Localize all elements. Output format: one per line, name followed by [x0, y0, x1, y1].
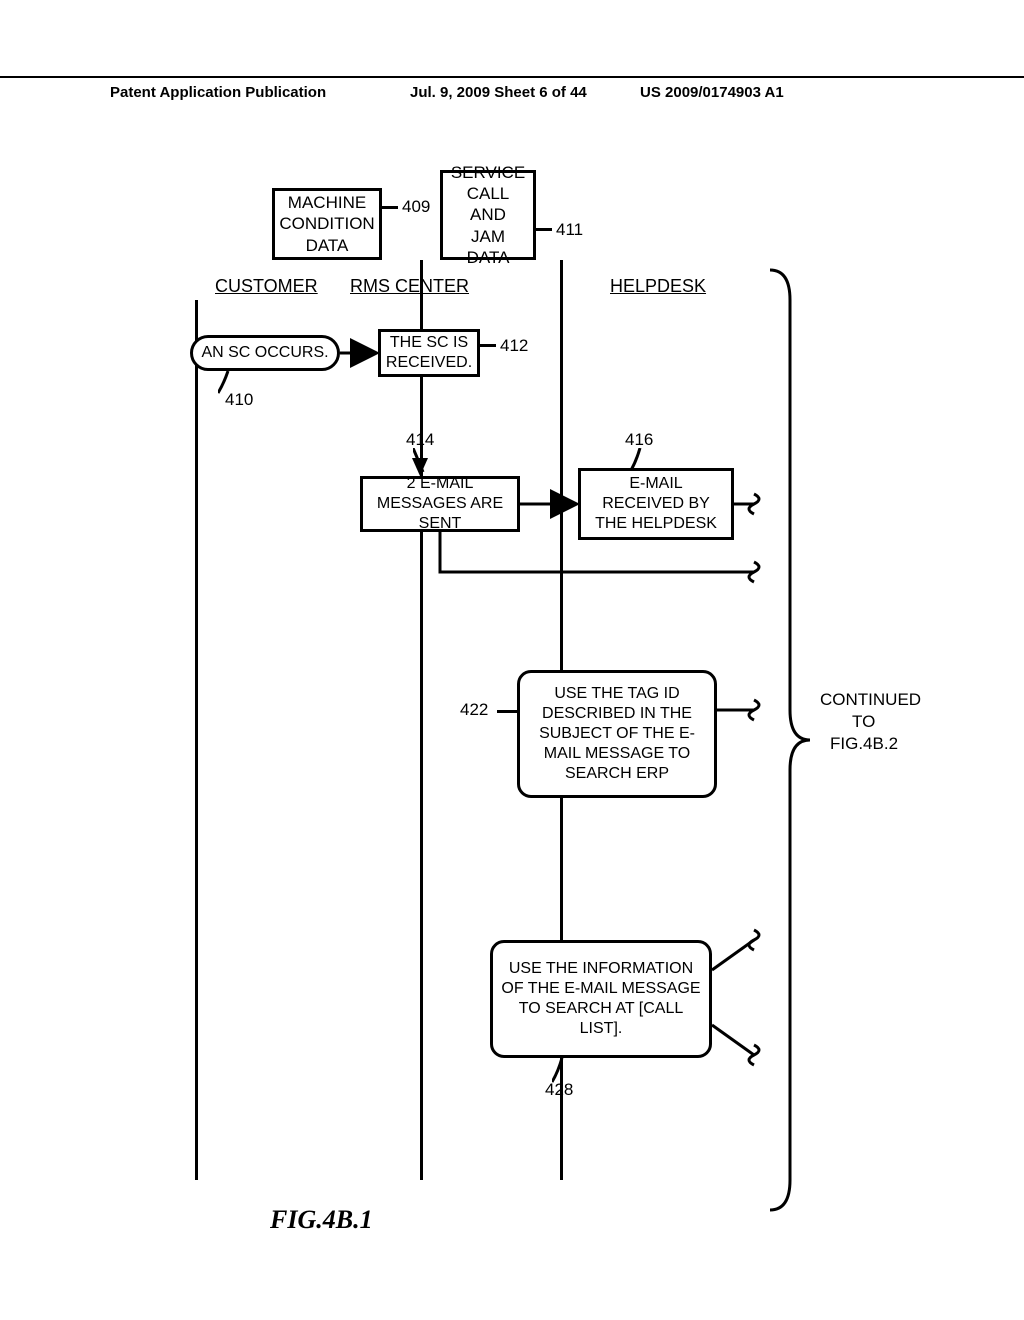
box-414-text: 2 E-MAIL MESSAGES ARE SENT — [371, 474, 509, 534]
box-428-text: USE THE INFORMATION OF THE E-MAIL MESSAG… — [501, 959, 701, 1039]
box-411: SERVICE CALL AND JAM DATA — [440, 170, 536, 260]
box-414: 2 E-MAIL MESSAGES ARE SENT — [360, 476, 520, 532]
box-411-text: SERVICE CALL AND JAM DATA — [451, 162, 525, 268]
link-412-down — [420, 377, 423, 400]
tick-412 — [480, 344, 496, 347]
continued-l3: FIG.4B.2 — [830, 734, 898, 754]
box-410: AN SC OCCURS. — [190, 335, 340, 371]
tick-409 — [382, 206, 398, 209]
header-mid: Jul. 9, 2009 Sheet 6 of 44 — [410, 84, 587, 101]
continued-l1: CONTINUED — [820, 690, 921, 710]
label-410: 410 — [225, 390, 253, 410]
lane-customer: CUSTOMER — [215, 276, 318, 297]
page-header: Patent Application Publication Jul. 9, 2… — [0, 76, 1024, 84]
box-410-text: AN SC OCCURS. — [201, 343, 328, 363]
box-428: USE THE INFORMATION OF THE E-MAIL MESSAG… — [490, 940, 712, 1058]
lane-rms: RMS CENTER — [350, 276, 469, 297]
box-409: MACHINE CONDITION DATA — [272, 188, 382, 260]
header-left: Patent Application Publication — [110, 84, 326, 101]
diagram-canvas: CUSTOMER RMS CENTER HELPDESK MACHINE CON… — [0, 150, 1024, 1250]
tick-422 — [497, 710, 517, 713]
label-412: 412 — [500, 336, 528, 356]
box-416: E-MAIL RECEIVED BY THE HELPDESK — [578, 468, 734, 540]
header-right: US 2009/0174903 A1 — [640, 84, 784, 101]
lane-helpdesk: HELPDESK — [610, 276, 706, 297]
box-412: THE SC IS RECEIVED. — [378, 329, 480, 377]
continued-l2: TO — [852, 712, 875, 732]
box-409-text: MACHINE CONDITION DATA — [279, 192, 374, 256]
box-422-text: USE THE TAG ID DESCRIBED IN THE SUBJECT … — [528, 684, 706, 784]
label-414: 414 — [406, 430, 434, 450]
figure-caption: FIG.4B.1 — [270, 1205, 373, 1235]
label-409: 409 — [402, 197, 430, 217]
label-411: 411 — [556, 220, 583, 240]
label-428: 428 — [545, 1080, 573, 1100]
box-416-text: E-MAIL RECEIVED BY THE HELPDESK — [589, 474, 723, 534]
box-422: USE THE TAG ID DESCRIBED IN THE SUBJECT … — [517, 670, 717, 798]
label-416: 416 — [625, 430, 653, 450]
label-422: 422 — [460, 700, 488, 720]
tick-411 — [536, 228, 552, 231]
box-412-text: THE SC IS RECEIVED. — [386, 333, 472, 373]
customer-lane-line — [195, 300, 198, 1180]
